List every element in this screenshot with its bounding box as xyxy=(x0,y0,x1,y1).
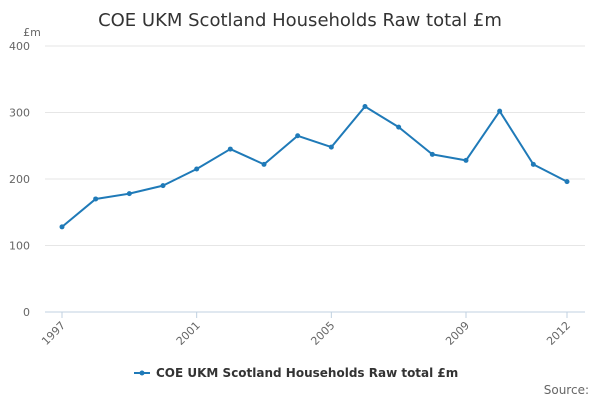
legend-series-label: COE UKM Scotland Households Raw total £m xyxy=(156,366,458,380)
series-layer xyxy=(59,104,570,230)
legend-series-marker xyxy=(139,370,145,376)
y-tick-label-100: 100 xyxy=(9,240,30,253)
x-tick-label-1997: 1997 xyxy=(39,319,68,348)
data-point-2004[interactable] xyxy=(295,133,301,139)
data-point-2012[interactable] xyxy=(564,179,570,185)
y-axis-ticks: 0 100 200 300 400 xyxy=(9,40,30,319)
y-axis-unit-label: £m xyxy=(23,26,41,39)
x-tick-label-2001: 2001 xyxy=(174,319,203,348)
x-axis-ticks: 1997 2001 2005 2009 2012 xyxy=(39,312,573,348)
data-point-2005[interactable] xyxy=(328,144,334,150)
data-point-2009[interactable] xyxy=(463,157,469,163)
data-point-2002[interactable] xyxy=(227,146,233,152)
data-point-1998[interactable] xyxy=(93,196,99,202)
y-tick-label-300: 300 xyxy=(9,107,30,120)
y-tick-label-0: 0 xyxy=(23,306,30,319)
data-point-2010[interactable] xyxy=(497,108,503,114)
data-point-2001[interactable] xyxy=(194,166,200,172)
data-point-2006[interactable] xyxy=(362,104,368,110)
x-tick-label-2005: 2005 xyxy=(308,319,337,348)
source-label: Source: xyxy=(544,383,589,397)
data-point-2007[interactable] xyxy=(396,124,402,130)
y-tick-label-400: 400 xyxy=(9,40,30,53)
y-tick-label-200: 200 xyxy=(9,173,30,186)
x-tick-label-2012: 2012 xyxy=(544,319,573,348)
legend[interactable]: COE UKM Scotland Households Raw total £m xyxy=(134,366,458,380)
data-point-1997[interactable] xyxy=(59,224,65,230)
gridlines xyxy=(45,45,585,313)
data-point-2008[interactable] xyxy=(429,151,435,157)
x-tick-label-2009: 2009 xyxy=(443,319,472,348)
chart-title: COE UKM Scotland Households Raw total £m xyxy=(98,10,502,31)
data-point-2011[interactable] xyxy=(530,161,536,167)
data-point-2003[interactable] xyxy=(261,161,267,167)
series-line-0 xyxy=(61,105,568,228)
data-point-1999[interactable] xyxy=(126,191,132,197)
data-point-2000[interactable] xyxy=(160,183,166,189)
